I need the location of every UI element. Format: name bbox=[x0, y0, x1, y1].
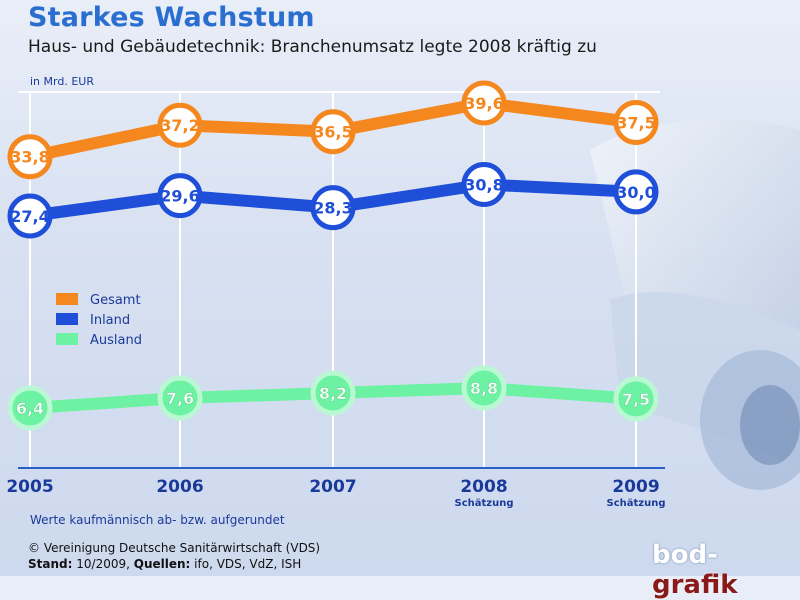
data-point-ausland-2009: 7,5 bbox=[613, 376, 659, 422]
x-tick-sublabel: Schätzung bbox=[455, 498, 514, 509]
series-markers: 33,8 37,2 36,5 39,6 37,5 27,4 29,6 28,3 30,8 30,0… bbox=[7, 80, 659, 431]
data-label: 27,4 bbox=[10, 207, 49, 226]
point-marker bbox=[157, 375, 203, 421]
data-label: 8,2 bbox=[319, 384, 347, 403]
stand-label: Stand: bbox=[28, 557, 73, 571]
data-point-ausland-2008: 8,8 bbox=[461, 365, 507, 411]
legend-label: Gesamt bbox=[90, 293, 141, 308]
x-tick-label: 2006 bbox=[156, 477, 203, 497]
legend-item-ausland: Ausland bbox=[56, 333, 142, 348]
legend: Gesamt Inland Ausland bbox=[56, 293, 142, 348]
legend-item-gesamt: Gesamt bbox=[56, 293, 141, 308]
point-marker bbox=[613, 169, 659, 215]
data-label: 7,6 bbox=[166, 389, 194, 408]
data-point-inland-2009: 30,0 bbox=[613, 169, 659, 215]
data-point-ausland-2006: 7,6 bbox=[157, 375, 203, 421]
data-point-inland-2006: 29,6 bbox=[157, 173, 203, 219]
data-point-gesamt-2009: 37,5 bbox=[613, 99, 659, 145]
legend-label: Ausland bbox=[90, 333, 142, 348]
copyright: © Vereinigung Deutsche Sanitärwirtschaft… bbox=[28, 541, 321, 555]
legend-swatch bbox=[56, 333, 78, 345]
x-tick-label: 2009 bbox=[612, 477, 659, 497]
chart-subtitle: Haus- und Gebäudetechnik: Branchenumsatz… bbox=[28, 37, 597, 57]
data-point-inland-2007: 28,3 bbox=[310, 185, 356, 231]
point-marker bbox=[310, 109, 356, 155]
legend-item-inland: Inland bbox=[56, 313, 130, 328]
source-line: Stand: 10/2009, Quellen: ifo, VDS, VdZ, … bbox=[28, 557, 301, 571]
stand-value: 10/2009, bbox=[76, 557, 130, 571]
sources-value: ifo, VDS, VdZ, ISH bbox=[194, 557, 302, 571]
point-marker bbox=[461, 162, 507, 208]
data-point-gesamt-2006: 37,2 bbox=[157, 102, 203, 148]
data-label: 33,8 bbox=[10, 148, 49, 167]
data-label: 36,5 bbox=[313, 123, 352, 142]
x-tick-label: 2005 bbox=[6, 477, 53, 497]
point-marker bbox=[7, 385, 53, 431]
data-label: 7,5 bbox=[622, 390, 650, 409]
data-label: 6,4 bbox=[16, 399, 44, 418]
y-unit-label: in Mrd. EUR bbox=[30, 75, 94, 88]
data-label: 37,5 bbox=[616, 113, 655, 132]
data-label: 39,6 bbox=[464, 94, 503, 113]
point-marker bbox=[157, 102, 203, 148]
data-point-inland-2008: 30,8 bbox=[461, 162, 507, 208]
rounding-note: Werte kaufmännisch ab- bzw. aufgerundet bbox=[30, 513, 285, 527]
legend-label: Inland bbox=[90, 313, 130, 328]
point-marker bbox=[7, 193, 53, 239]
data-label: 30,0 bbox=[616, 183, 655, 202]
data-point-gesamt-2008: 39,6 bbox=[461, 80, 507, 126]
point-marker bbox=[157, 173, 203, 219]
chart-title: Starkes Wachstum bbox=[28, 2, 315, 33]
bod-grafik-logo: bod-grafik bbox=[652, 540, 738, 600]
data-label: 29,6 bbox=[160, 187, 199, 206]
legend-swatch bbox=[56, 313, 78, 325]
data-point-ausland-2007: 8,2 bbox=[310, 370, 356, 416]
legend-swatch bbox=[56, 293, 78, 305]
line-chart: 33,8 37,2 36,5 39,6 37,5 27,4 29,6 28,3 30,8 30,0… bbox=[6, 80, 800, 509]
point-marker bbox=[461, 365, 507, 411]
x-tick-label: 2008 bbox=[460, 477, 507, 497]
point-marker bbox=[310, 370, 356, 416]
data-point-gesamt-2007: 36,5 bbox=[310, 109, 356, 155]
sources-label: Quellen: bbox=[133, 557, 191, 571]
point-marker bbox=[613, 99, 659, 145]
point-marker bbox=[613, 376, 659, 422]
data-point-gesamt-2005: 33,8 bbox=[7, 134, 53, 180]
point-marker bbox=[7, 134, 53, 180]
data-label: 37,2 bbox=[160, 116, 199, 135]
data-point-inland-2005: 27,4 bbox=[7, 193, 53, 239]
point-marker bbox=[461, 80, 507, 126]
data-point-ausland-2005: 6,4 bbox=[7, 385, 53, 431]
data-label: 28,3 bbox=[313, 199, 352, 218]
data-label: 8,8 bbox=[470, 379, 498, 398]
x-tick-label: 2007 bbox=[309, 477, 356, 497]
data-label: 30,8 bbox=[464, 176, 503, 195]
point-marker bbox=[310, 185, 356, 231]
x-tick-sublabel: Schätzung bbox=[607, 498, 666, 509]
